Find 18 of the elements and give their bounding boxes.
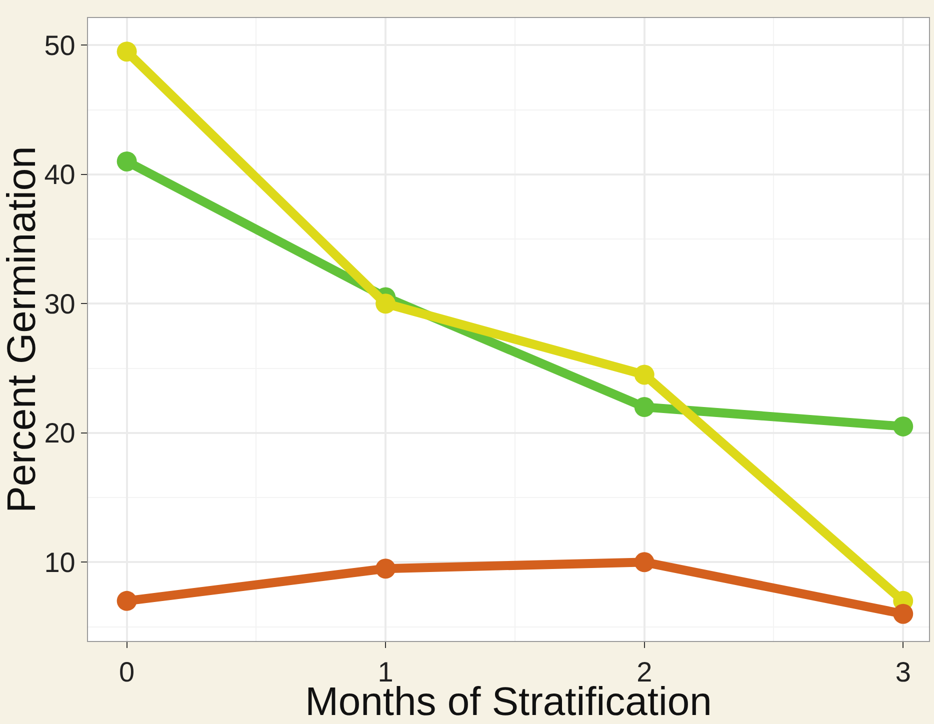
point — [116, 590, 137, 611]
point — [376, 558, 396, 579]
y-tick-label: 10 — [44, 546, 76, 578]
point — [116, 42, 137, 62]
point — [634, 552, 654, 572]
point — [634, 364, 654, 385]
y-axis-title: Percent Germination — [0, 146, 44, 513]
point — [634, 397, 654, 418]
x-tick-label: 0 — [119, 656, 135, 688]
y-tick-label: 30 — [44, 288, 76, 320]
point — [893, 416, 914, 436]
y-tick-label: 50 — [44, 30, 76, 61]
y-tick-label: 40 — [44, 159, 76, 190]
point — [376, 294, 396, 314]
point — [893, 604, 914, 624]
point — [116, 151, 137, 172]
x-tick-label: 3 — [895, 656, 911, 688]
y-tick-label: 20 — [44, 418, 76, 449]
